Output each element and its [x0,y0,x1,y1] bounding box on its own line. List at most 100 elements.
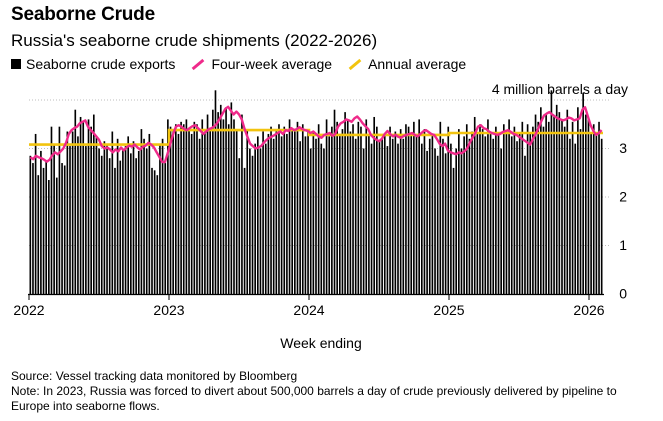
bar [566,109,569,294]
bar [547,121,550,294]
bar [307,129,309,294]
bar [415,136,418,295]
bar [280,136,283,295]
bar [510,136,513,295]
bar [532,126,534,294]
bar [495,126,497,294]
bar [444,153,447,294]
y-axis-unit-label: 4 million barrels a day [492,81,628,97]
bar [402,138,405,294]
bar [92,114,95,294]
bar [325,119,328,295]
bar [79,116,82,294]
bar [124,146,127,294]
bar [540,107,542,294]
bar [114,167,116,294]
bar [106,143,108,294]
x-tick-label: 2023 [153,302,184,318]
bar [267,133,270,294]
bar [513,126,516,294]
bar [132,141,135,294]
bar [399,129,402,294]
x-tick-label: 2022 [13,302,44,318]
bar [264,143,267,294]
bar [294,131,296,294]
bar [362,148,365,294]
bar [164,163,167,294]
bar [48,180,50,294]
bar [241,114,243,294]
bar [497,133,500,294]
bar [37,175,40,294]
bar [577,107,579,294]
bar [479,124,481,294]
bar [42,167,45,294]
annual-average-line [29,128,603,146]
bar [563,126,566,294]
bar [413,121,415,294]
bar [243,167,246,294]
bar [209,129,212,294]
bar [381,138,383,294]
bar [370,143,373,294]
bar [357,121,360,294]
bar [420,143,423,294]
bar [331,126,333,294]
legend: Seaborne crude exports Four-week average… [11,56,480,72]
bar [71,131,74,294]
bar [193,121,196,294]
bar [442,138,444,294]
y-tick-label: 3 [619,140,627,156]
bar [468,138,471,294]
bar [169,126,172,294]
bar [434,148,436,294]
bar [524,155,526,294]
bar [518,133,521,294]
bar [172,131,174,294]
bar [450,143,452,294]
bar [555,104,558,294]
bar [177,133,180,294]
bar [286,133,288,294]
bar [55,177,58,294]
bar [534,114,537,294]
bar [296,121,299,294]
bar [394,131,397,294]
bar [410,133,413,294]
bar [145,148,148,294]
legend-label-annual-average: Annual average [368,56,467,72]
bar [246,129,249,294]
bar [553,116,555,294]
bar [584,114,587,294]
bar [397,143,399,294]
bar [561,119,563,295]
bar [53,143,55,294]
bar [373,116,376,294]
bar [344,112,346,295]
bar [254,143,256,294]
bar [233,119,235,295]
bar [360,126,362,294]
bar [391,138,394,294]
bar [61,163,63,294]
x-tick-label: 2024 [293,302,324,318]
bar [100,155,103,294]
bar [301,124,304,294]
bar [312,131,315,294]
bar [354,138,357,294]
bar [201,119,204,295]
bar [595,133,598,294]
bar [452,167,455,294]
bar [196,124,198,294]
x-axis-label: Week ending [280,335,361,351]
bar [439,121,442,294]
bar [338,133,341,294]
bar [116,138,119,294]
bar [238,158,241,294]
bar [190,133,193,294]
bar [188,129,190,294]
y-tick-label: 1 [619,237,627,253]
bar [315,138,317,294]
bar [492,138,495,294]
